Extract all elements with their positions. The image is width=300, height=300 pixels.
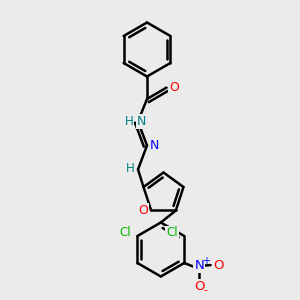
Text: O: O <box>138 204 148 217</box>
Text: Cl: Cl <box>120 226 131 239</box>
Text: H: H <box>124 115 134 128</box>
Text: O: O <box>213 259 224 272</box>
Text: N: N <box>137 115 146 128</box>
Text: H: H <box>126 161 135 175</box>
Text: Cl: Cl <box>167 226 178 239</box>
Text: O: O <box>194 280 205 293</box>
Text: N: N <box>194 259 204 272</box>
Text: N: N <box>150 139 159 152</box>
Text: +: + <box>202 256 210 266</box>
Text: O: O <box>169 81 179 94</box>
Text: -: - <box>203 285 207 295</box>
